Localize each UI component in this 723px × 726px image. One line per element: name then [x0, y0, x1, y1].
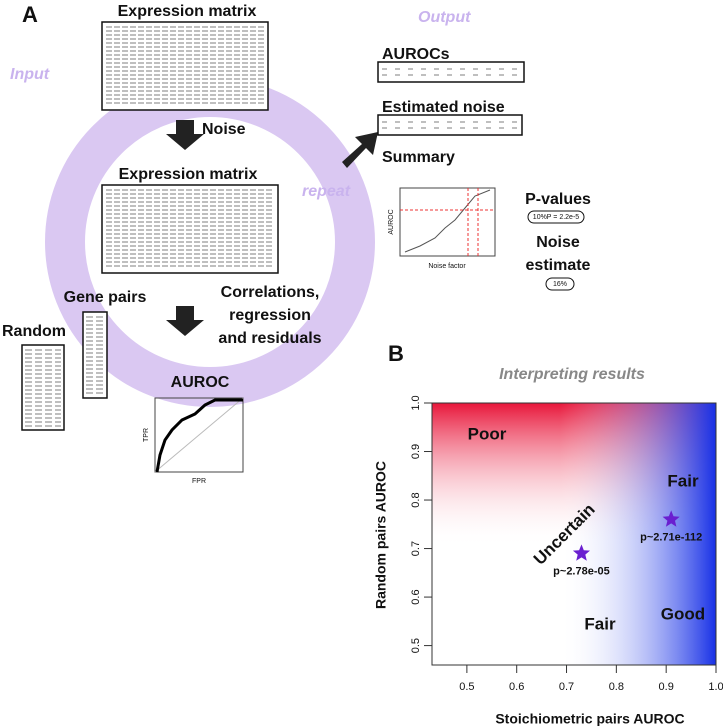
- roc-plot: FPR TPR: [143, 397, 244, 485]
- noise-output-label: Estimated noise: [382, 99, 505, 116]
- plot-frame: [431, 402, 717, 666]
- summary-plot: Noise factor AUROC: [388, 187, 496, 270]
- axis-label: TPR: [143, 428, 150, 442]
- arrow: [166, 306, 204, 336]
- region-label: Fair: [584, 614, 616, 633]
- matrix-title: Expression matrix: [118, 3, 257, 20]
- gene-pairs-label: Gene pairs: [64, 289, 147, 306]
- y-tick-label: 0.9: [410, 444, 422, 459]
- arrow: [166, 120, 204, 150]
- pill: [527, 210, 585, 224]
- aurocs-box: [377, 61, 525, 83]
- x-tick-label: 1.0: [708, 681, 723, 693]
- x-tick-label: 0.8: [609, 681, 624, 693]
- input-label: Input: [10, 66, 50, 83]
- chart-title: Interpreting results: [499, 366, 645, 383]
- region-label: Poor: [468, 424, 507, 443]
- y-tick-label: 0.6: [410, 589, 422, 604]
- roc-frame: [154, 397, 244, 473]
- auroc-label: AUROC: [171, 374, 230, 391]
- x-tick-label: 0.9: [659, 681, 674, 693]
- point-annotation: p~2.71e-112: [640, 531, 702, 543]
- y-tick-label: 0.8: [410, 492, 422, 507]
- arrow: [342, 132, 378, 168]
- point: [572, 544, 590, 561]
- panel-label: A: [22, 2, 38, 27]
- region-label: Fair: [667, 471, 699, 490]
- axis-label: AUROC: [388, 209, 395, 234]
- y-tick-label: 0.5: [410, 638, 422, 653]
- axis-label: FPR: [192, 478, 206, 485]
- roc-diagonal: [154, 397, 244, 473]
- noise-estimate-label: estimate: [526, 257, 591, 274]
- step-label: regression: [229, 307, 311, 324]
- pairs-box: [21, 344, 65, 431]
- p-values-label: P-values: [525, 191, 591, 208]
- repeat-label: repeat: [302, 183, 351, 200]
- x-tick-label: 0.5: [459, 681, 474, 693]
- output-label: Output: [418, 9, 471, 26]
- noise-value: 16%: [553, 281, 567, 288]
- y-tick-label: 1.0: [410, 395, 422, 410]
- x-tick-label: 0.7: [559, 681, 574, 693]
- pairs-box: [82, 311, 108, 399]
- y-axis-label: Random pairs AUROC: [373, 461, 389, 609]
- noise-estimate-label: Noise: [536, 234, 580, 251]
- summary-label: Summary: [382, 149, 455, 166]
- region-label: Good: [661, 604, 705, 623]
- summary-frame: [399, 187, 496, 257]
- p-value: 10%P = 2.2e-5: [533, 214, 579, 221]
- random-label: Random: [2, 323, 66, 340]
- matrix-title: Expression matrix: [119, 166, 258, 183]
- panel-label: B: [388, 341, 404, 366]
- x-axis-label: Stoichiometric pairs AUROC: [495, 711, 684, 726]
- axis-label: Noise factor: [428, 263, 466, 270]
- roc-curve: [155, 398, 243, 473]
- y-tick-label: 0.7: [410, 541, 422, 556]
- noise-label: Noise: [202, 121, 246, 138]
- blue-gradient: [432, 403, 716, 665]
- step-label: and residuals: [218, 330, 321, 347]
- aurocs-label: AUROCs: [382, 46, 450, 63]
- point: [662, 510, 680, 527]
- point-annotation: p~2.78e-05: [553, 565, 610, 577]
- summary-curve: [404, 189, 491, 253]
- x-tick-label: 0.6: [509, 681, 524, 693]
- step-label: Correlations,: [221, 284, 320, 301]
- noise-box: [377, 114, 523, 136]
- matrix-box: [101, 21, 269, 111]
- pill: [545, 277, 575, 291]
